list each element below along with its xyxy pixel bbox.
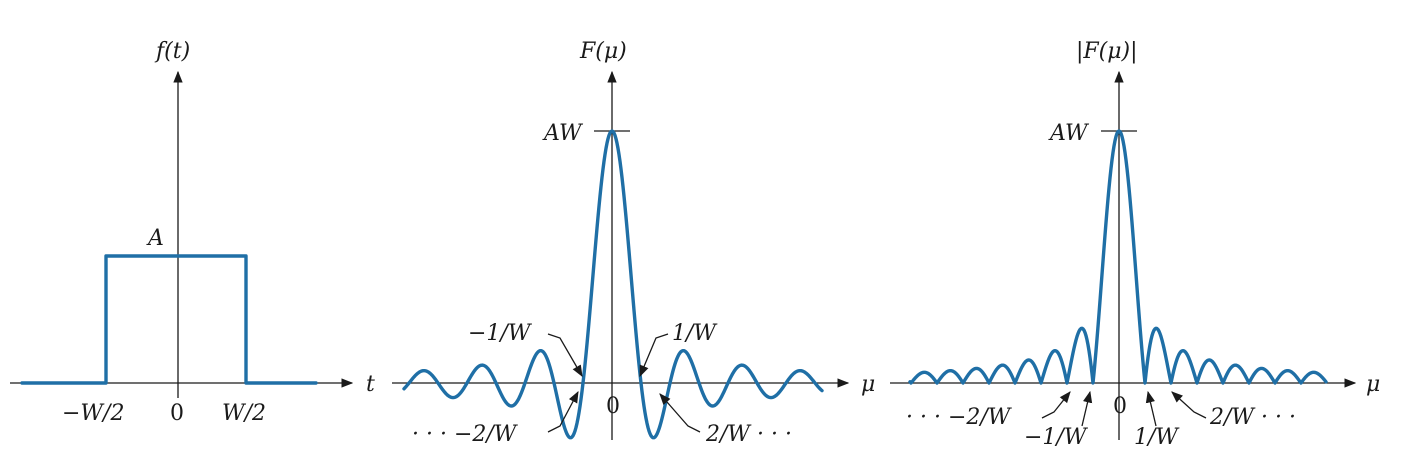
annotation-pos-2-over-w-mag: 2/W · · ·	[1209, 405, 1296, 430]
magF-of-mu-label: |F(μ)|	[1076, 39, 1138, 64]
magnitude-panel: |F(μ)| μ AW 0 · · · −2/W −1/W 1/W 2/W · …	[890, 39, 1380, 450]
box-function-curve	[20, 254, 318, 385]
transform-panel: F(μ) μ AW 0 −1/W 1/W · · · −2/W 2/W · · …	[392, 39, 875, 447]
tick-pos-w-half: W/2	[222, 401, 266, 426]
leader-neg-2-mag	[1041, 391, 1071, 419]
leader-pos-1	[639, 333, 669, 378]
annotation-pos-1-over-w: 1/W	[672, 321, 718, 346]
annotation-neg-1-over-w: −1/W	[468, 321, 533, 346]
leader-neg-1-mag	[1081, 390, 1093, 427]
amplitude-label: A	[146, 226, 164, 251]
leader-pos-2-mag	[1171, 391, 1207, 419]
leader-pos-1-mag	[1145, 390, 1157, 427]
time-domain-panel: f(t) t A −W/2 0 W/2	[10, 39, 375, 426]
tick-zero: 0	[170, 401, 184, 426]
F-of-mu-label: F(μ)	[579, 39, 627, 64]
mu-axis-label-mag: μ	[1366, 372, 1380, 397]
origin-label-mag: 0	[1113, 394, 1127, 419]
f-of-t-label: f(t)	[154, 39, 190, 64]
annotation-pos-2-over-w: 2/W · · ·	[705, 422, 792, 447]
peak-label-mag: AW	[1048, 121, 1090, 146]
tick-neg-w-half: −W/2	[62, 401, 124, 426]
annotation-neg-1-over-w-mag: −1/W	[1024, 425, 1089, 450]
leader-neg-1	[547, 333, 583, 378]
leader-pos-2	[659, 393, 701, 433]
annotation-neg-2-over-w-mag: · · · −2/W	[906, 405, 1013, 430]
annotation-neg-2-over-w: · · · −2/W	[412, 422, 519, 447]
peak-label: AW	[542, 121, 584, 146]
mu-axis-label: μ	[861, 372, 875, 397]
annotation-pos-1-over-w-mag: 1/W	[1134, 425, 1180, 450]
abs-sinc-curve	[908, 129, 1328, 385]
origin-label: 0	[606, 394, 620, 419]
leader-neg-2	[547, 390, 579, 433]
t-axis-label: t	[366, 372, 375, 397]
sinc-curve	[402, 129, 824, 440]
